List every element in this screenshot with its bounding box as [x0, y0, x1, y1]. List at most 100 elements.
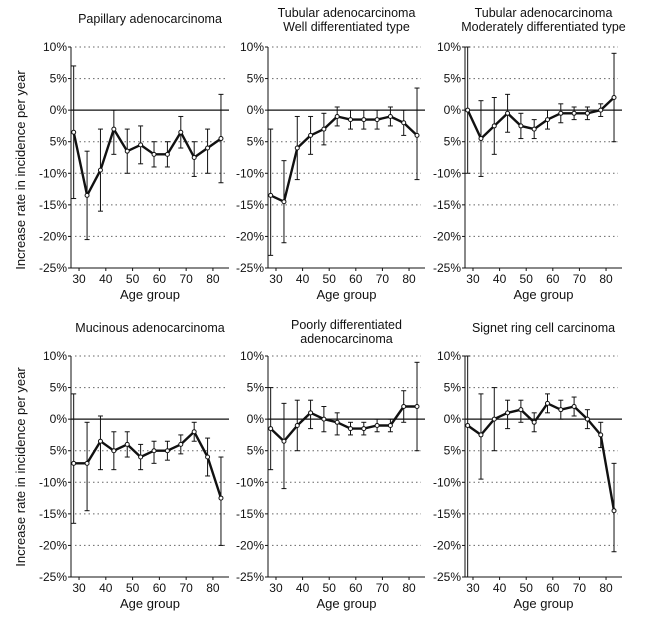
panel-5-ytick-label: 10%: [240, 349, 264, 363]
panel-1-data-point: [124, 148, 130, 154]
panel-3-xtick-label: 80: [599, 272, 613, 286]
panel-4-data-point: [124, 441, 130, 447]
panel-3-data-point: [491, 123, 497, 129]
panel-1-ytick-label: 5%: [50, 135, 68, 149]
panel-3-ytick-label: 0%: [444, 103, 462, 117]
panel-2-data-point: [401, 120, 407, 126]
panel-4-ytick-label: 5%: [50, 444, 68, 458]
panel-1-data-point: [97, 167, 103, 173]
panel-5-data-point: [281, 438, 287, 444]
panel-2-ytick-label: -15%: [236, 198, 264, 212]
panel-1-xtick-label: 60: [153, 272, 167, 286]
panel-4-series-line: [73, 430, 223, 499]
panel-3-ytick-label: 5%: [444, 72, 462, 86]
panel-2-xtick-label: 80: [402, 272, 416, 286]
panel-6-data-point: [505, 410, 511, 416]
panel-6-ytick-label: -15%: [433, 507, 461, 521]
panel-6-data-point: [571, 404, 577, 410]
panel-4-x-axis-label: Age group: [120, 596, 180, 611]
panel-1-ytick-label: 5%: [50, 72, 68, 86]
panel-4-data-point: [97, 438, 103, 444]
panel-6-xtick-label: 80: [599, 581, 613, 595]
panel-2-x-axis-label: Age group: [317, 287, 377, 302]
panel-2-data-point: [414, 132, 420, 138]
panel-1-data-point: [191, 155, 197, 160]
panel-4-data-point: [164, 448, 170, 454]
panel-2-title-line-2: Well differentiated type: [283, 20, 410, 34]
panel-4: Mucinous adenocarcinoma 10% 5% 0% 5% -10% -15%…: [39, 321, 229, 611]
panel-1-data-point: [71, 129, 77, 135]
panel-4-data-point: [71, 460, 77, 466]
panel-3-xtick-label: 40: [493, 272, 507, 286]
panel-5-data-point: [401, 404, 407, 410]
panel-2-data-point: [361, 117, 367, 123]
panel-6-data-point: [611, 508, 617, 514]
panel-3-title-line-2: Moderately differentiated type: [461, 20, 626, 34]
panel-5-data-point: [414, 404, 420, 410]
panel-5-data-point: [294, 422, 300, 428]
panel-4-title-line-1: Mucinous adenocarcinoma: [75, 321, 224, 335]
panel-6-data-point: [491, 416, 497, 422]
panel-1-xtick-label: 70: [179, 272, 193, 286]
panel-4-xtick-label: 30: [72, 581, 86, 595]
panel-3-ytick-label: -15%: [433, 198, 461, 212]
panel-3-data-point: [531, 126, 537, 132]
panel-3-xtick-label: 50: [520, 272, 534, 286]
panel-2-data-point: [294, 145, 300, 151]
panel-3-ytick-label: -10%: [433, 166, 461, 180]
panel-3-data-point: [544, 117, 550, 123]
panel-6: Signet ring cell carcinoma 10% 5% 0% 5% -10% -…: [433, 321, 622, 611]
panel-4-xtick-label: 60: [153, 581, 167, 595]
panel-3-data-point: [518, 123, 524, 129]
panel-4-data-point: [218, 495, 224, 501]
panel-3-data-point: [571, 110, 577, 116]
panel-3-xtick-label: 60: [546, 272, 560, 286]
panel-5-ytick-label: 5%: [247, 381, 265, 395]
panel-6-data-point: [531, 419, 537, 425]
panel-5-ytick-label: -20%: [236, 538, 264, 552]
panel-1-data-point: [84, 192, 90, 198]
panel-3-ytick-label: 5%: [444, 135, 462, 149]
panel-3-data-point: [611, 95, 617, 101]
panel-1: Papillary adenocarcinoma 10% 5% 0% 5% -10% -15…: [39, 12, 229, 302]
panel-6-data-point: [598, 432, 604, 438]
panel-1-ytick-label: 0%: [50, 103, 68, 117]
panel-5-data-point: [308, 410, 314, 416]
panel-5-ytick-label: -15%: [236, 507, 264, 521]
panel-2-data-point: [268, 192, 274, 198]
panel-5-xtick-label: 80: [402, 581, 416, 595]
panel-3-data-point: [598, 107, 604, 113]
panel-6-xtick-label: 60: [546, 581, 560, 595]
panel-2-data-point: [321, 126, 327, 132]
panel-6-data-point: [584, 416, 590, 422]
panel-1-xtick-label: 30: [72, 272, 86, 286]
panel-4-xtick-label: 40: [99, 581, 113, 595]
panel-3-data-point: [478, 136, 484, 142]
panel-3-title-line-1: Tubular adenocarcinoma: [475, 6, 613, 20]
panel-5-data-point: [268, 426, 274, 432]
panel-5-ytick-label: 5%: [247, 444, 265, 458]
panel-6-ytick-label: -25%: [433, 570, 461, 584]
panel-3-data-point: [584, 110, 590, 116]
panel-4-ytick-label: -20%: [39, 538, 67, 552]
panel-1-data-point: [151, 151, 157, 157]
panel-5-data-point: [374, 422, 380, 428]
panel-6-x-axis-label: Age group: [514, 596, 574, 611]
panel-5-x-axis-label: Age group: [317, 596, 377, 611]
panel-1-ytick-label: -10%: [39, 166, 67, 180]
panel-1-xtick-label: 40: [99, 272, 113, 286]
panel-2-title-line-1: Tubular adenocarcinoma: [278, 6, 416, 20]
panel-2-data-point: [281, 199, 287, 205]
panel-2-ytick-label: -10%: [236, 166, 264, 180]
panel-2-xtick-label: 50: [323, 272, 337, 286]
panel-3-data-point: [505, 110, 511, 116]
panel-2-series-line: [270, 115, 418, 203]
y-axis-label-top: Increase rate in incidence per year: [13, 70, 28, 270]
panel-4-xtick-label: 70: [179, 581, 193, 595]
panel-5-data-point: [334, 419, 340, 425]
panel-4-xtick-label: 80: [206, 581, 220, 595]
panel-1-data-point: [138, 142, 144, 148]
